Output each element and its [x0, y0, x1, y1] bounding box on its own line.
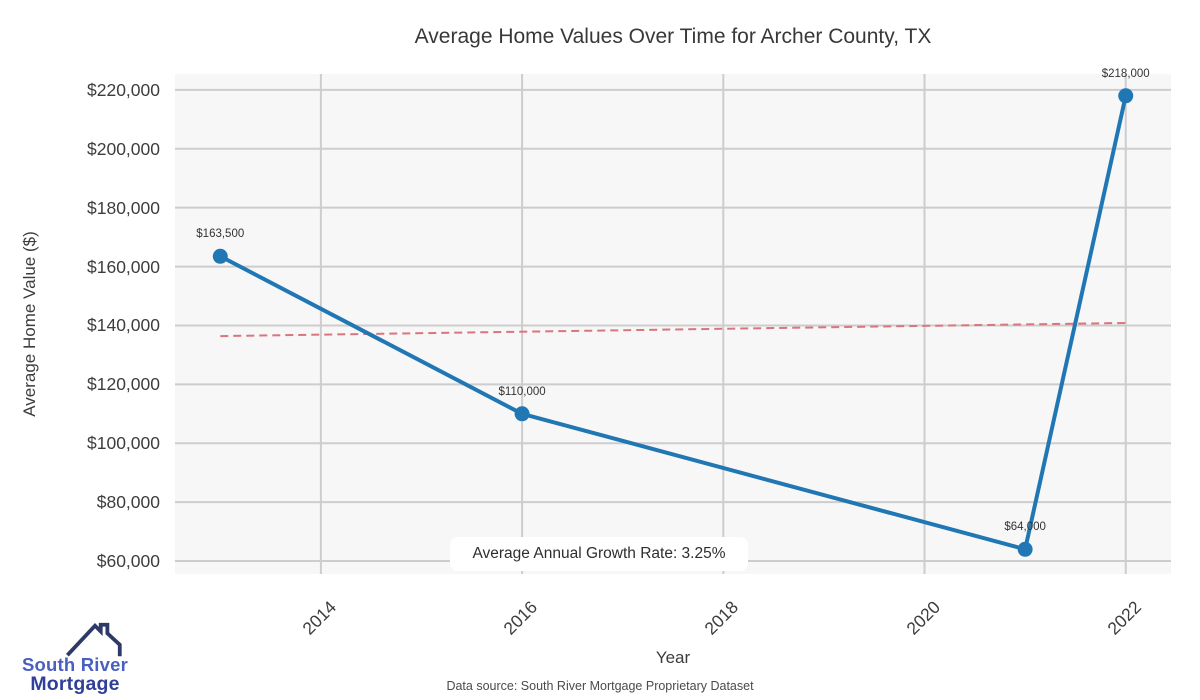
logo-text-mortgage: Mortgage [30, 673, 120, 695]
x-axis-label: Year [655, 648, 691, 667]
data-point-marker [1118, 88, 1134, 104]
data-point-marker [212, 248, 228, 264]
chart-title: Average Home Values Over Time for Archer… [414, 25, 932, 48]
data-point-marker [514, 406, 530, 422]
company-logo: South River Mortgage [10, 612, 150, 697]
data-source-note: Data source: South River Mortgage Propri… [446, 679, 754, 693]
data-line [218, 93, 1128, 552]
data-point-marker [1017, 541, 1033, 557]
house-roof-icon [65, 622, 122, 657]
logo-text-south-river: South River [21, 654, 129, 675]
growth-rate-annotation: Average Annual Growth Rate: 3.25% [450, 537, 748, 571]
